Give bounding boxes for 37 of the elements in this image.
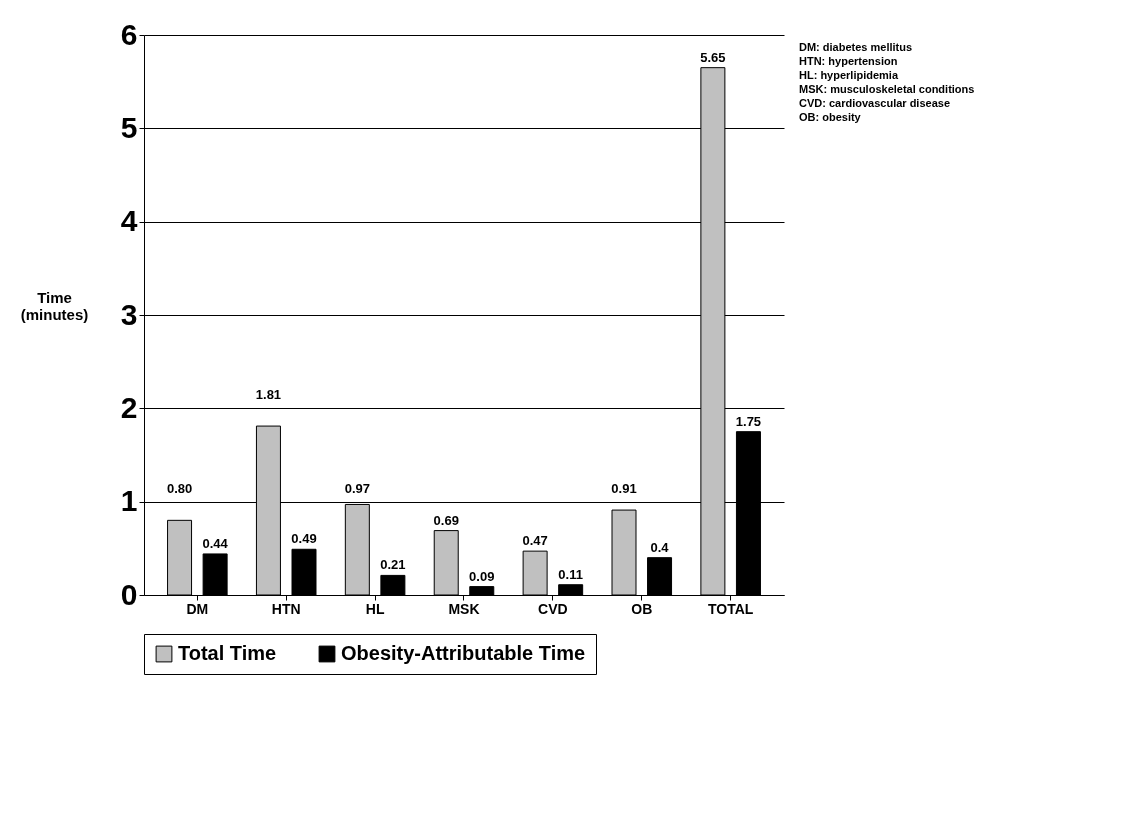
x-tick-label: OB bbox=[631, 600, 653, 617]
x-tick-label: CVD bbox=[538, 600, 568, 617]
data-label: 0.69 bbox=[433, 512, 459, 528]
text: CVD: cardiovascular disease bbox=[799, 97, 951, 109]
y-tick-label: 6 bbox=[120, 17, 138, 51]
data-label: 0.47 bbox=[522, 533, 548, 549]
data-label: 0.21 bbox=[380, 557, 406, 573]
y-tick-label: 4 bbox=[120, 204, 138, 238]
x-tick-label: MSK bbox=[448, 600, 480, 617]
data-label: 0.49 bbox=[291, 531, 317, 547]
x-tick-label: HL bbox=[365, 600, 385, 617]
data-label: 0.80 bbox=[166, 480, 193, 496]
text: HL: hyperlipidemia bbox=[799, 69, 899, 81]
legend-label: Total Time bbox=[178, 642, 277, 664]
data-label: 0.91 bbox=[611, 480, 637, 496]
text: MSK: musculoskeletal conditions bbox=[799, 83, 975, 95]
y-tick-label: 2 bbox=[120, 390, 138, 424]
data-label: 1.75 bbox=[735, 413, 762, 429]
legend-label: Obesity-Attributable Time bbox=[341, 642, 586, 664]
y-tick-label: 1 bbox=[120, 484, 138, 518]
text: DM: diabetes mellitus bbox=[799, 41, 913, 53]
x-tick-label: DM bbox=[186, 600, 209, 617]
data-label: 0.44 bbox=[202, 535, 229, 551]
data-label: 0.11 bbox=[558, 566, 583, 582]
y-tick-label: 0 bbox=[120, 577, 138, 611]
data-label: 0.4 bbox=[650, 539, 670, 555]
x-tick-label: TOTAL bbox=[707, 600, 754, 617]
text: HTN: hypertension bbox=[799, 55, 898, 67]
data-label: 1.81 bbox=[255, 387, 282, 403]
y-tick-label: 5 bbox=[120, 110, 138, 144]
data-label: 0.97 bbox=[344, 480, 370, 496]
y-tick-label: 3 bbox=[120, 297, 138, 331]
text: OB: obesity bbox=[799, 111, 862, 123]
data-label: 5.65 bbox=[700, 49, 726, 65]
y-axis-title: Time (minutes) bbox=[20, 288, 89, 323]
x-tick-label: HTN bbox=[271, 600, 301, 617]
data-label: 0.09 bbox=[469, 568, 495, 584]
